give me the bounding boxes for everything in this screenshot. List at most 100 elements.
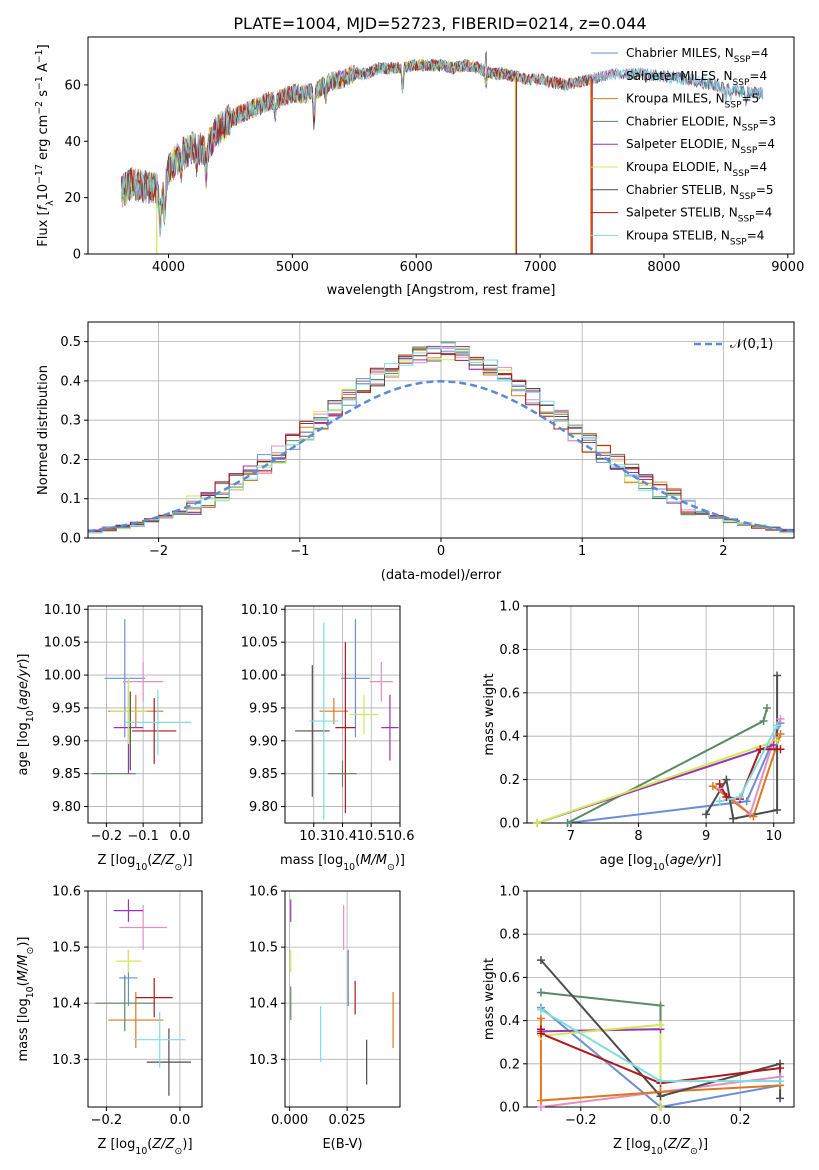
weight-marker bbox=[776, 714, 785, 723]
label-part: )] bbox=[16, 653, 31, 663]
label-part: )] bbox=[698, 1137, 708, 1152]
label-part: Z [log bbox=[613, 1137, 651, 1152]
label-part: ⊙ bbox=[175, 1146, 183, 1157]
label-part: )] bbox=[395, 853, 405, 868]
y-tick-label: 9.85 bbox=[52, 767, 81, 782]
y-tick-label: 0.2 bbox=[499, 773, 520, 788]
y-tick-label: 10.3 bbox=[249, 1053, 278, 1068]
weight-marker bbox=[773, 671, 782, 680]
label-part: ⊙ bbox=[690, 1146, 698, 1157]
x-tick-label: 7 bbox=[567, 829, 575, 844]
legend-eq: =5 bbox=[756, 183, 774, 197]
y-tick-label: 40 bbox=[64, 135, 81, 150]
weight-marker bbox=[776, 1064, 785, 1073]
legend-eq: =4 bbox=[757, 137, 775, 151]
legend-label: Salpeter MILES, NSSP=4 bbox=[626, 69, 767, 88]
y-tick-label: 10.10 bbox=[241, 603, 278, 618]
x-tick-label: 9 bbox=[702, 829, 710, 844]
x-axis-label: Z [log10(Z/Z⊙)] bbox=[97, 1137, 192, 1157]
y-tick-label: 10.05 bbox=[241, 636, 278, 651]
legend-label: Salpeter STELIB, NSSP=4 bbox=[626, 206, 772, 225]
y-axis-label: mass weight bbox=[482, 673, 497, 755]
y-tick-label: 9.90 bbox=[52, 734, 81, 749]
weight-marker bbox=[656, 1077, 665, 1086]
weight-marker bbox=[533, 819, 542, 827]
label-part: E(B-V) bbox=[322, 1137, 362, 1152]
legend-text: Salpeter ELODIE, N bbox=[626, 137, 740, 151]
spectrum-line bbox=[121, 57, 516, 223]
weight-marker bbox=[776, 745, 785, 754]
weight-marker bbox=[715, 779, 724, 788]
weight-marker bbox=[536, 1014, 545, 1023]
label-part: ( bbox=[16, 705, 31, 710]
label-part: M/M bbox=[16, 955, 31, 982]
label-part: 10 bbox=[651, 1146, 663, 1157]
label-part: −1 bbox=[34, 76, 45, 90]
weight-marker bbox=[656, 1092, 665, 1101]
weight-marker bbox=[656, 1001, 665, 1010]
x-tick-label: −1 bbox=[290, 544, 309, 559]
y-tick-label: 9.85 bbox=[249, 767, 278, 782]
weight-marker bbox=[722, 792, 731, 801]
label-part: 10 bbox=[135, 1146, 147, 1157]
panel-age_vs_Z: −0.2 −0.1 0.0 9.80 9.85 9.90 9.95 10.00 10.05 10.… bbox=[16, 603, 203, 873]
panels: 4000 5000 6000 7000 8000 90000204060Chabrier … bbox=[16, 36, 804, 1157]
x-tick-label: 0.025 bbox=[328, 1113, 365, 1128]
legend-text: Salpeter STELIB, N bbox=[626, 206, 738, 220]
label-part: age [log bbox=[16, 722, 31, 775]
y-tick-label: 10.6 bbox=[52, 885, 81, 900]
panel-age_vs_mass: 10.3 10.4 10.5 10.6 9.80 9.85 9.90 9.95 10.00 10.… bbox=[241, 603, 415, 873]
y-tick-label: 10.6 bbox=[249, 885, 278, 900]
x-axis-label: Z [log10(Z/Z⊙)] bbox=[97, 853, 192, 873]
label-part: ] bbox=[36, 44, 51, 49]
x-tick-label: −2 bbox=[149, 544, 168, 559]
y-tick-label: 0.0 bbox=[499, 1101, 520, 1116]
y-tick-label: 1.0 bbox=[499, 885, 520, 900]
y-tick-label: 0.6 bbox=[499, 686, 520, 701]
legend-sub: SSP bbox=[742, 123, 759, 133]
x-tick-label: 10.4 bbox=[328, 829, 357, 844]
panel-mass_vs_EBV: 0.000 0.025 10.3 10.4 10.5 10.6 E(B-V) bbox=[249, 885, 401, 1152]
legend-eq: =4 bbox=[755, 206, 773, 220]
label-part: age [log bbox=[599, 853, 652, 868]
legend-eq: =4 bbox=[749, 160, 767, 174]
weight-marker bbox=[769, 740, 778, 749]
label-part: erg cm bbox=[36, 115, 51, 164]
label-part: f bbox=[36, 203, 51, 210]
x-tick-label: 7000 bbox=[524, 260, 557, 275]
label-part: 10 bbox=[36, 184, 51, 201]
weight-marker bbox=[656, 1103, 665, 1111]
y-tick-label: 60 bbox=[64, 78, 81, 93]
y-tick-label: 0.2 bbox=[60, 453, 81, 468]
legend-label: Kroupa ELODIE, NSSP=4 bbox=[626, 160, 767, 179]
weight-marker bbox=[536, 988, 545, 997]
y-tick-label: 10.00 bbox=[241, 669, 278, 684]
plot-area bbox=[121, 50, 764, 254]
weight-marker bbox=[715, 797, 724, 806]
x-tick-label: 10.3 bbox=[299, 829, 328, 844]
legend-label: 𝒩(0,1) bbox=[730, 337, 773, 352]
x-tick-label: 8 bbox=[634, 829, 642, 844]
legend-sub: SSP bbox=[730, 237, 747, 247]
y-tick-label: 0.6 bbox=[499, 971, 520, 986]
weight-line bbox=[540, 1006, 781, 1107]
x-tick-label: 6000 bbox=[400, 260, 433, 275]
plot-area bbox=[95, 899, 191, 1096]
y-tick-label: 10.00 bbox=[44, 669, 81, 684]
label-part: 10 bbox=[25, 710, 36, 722]
weight-line bbox=[567, 707, 768, 823]
label-part: mass [log bbox=[16, 998, 31, 1061]
y-tick-label: 10.4 bbox=[52, 997, 81, 1012]
weight-marker bbox=[773, 721, 782, 730]
y-tick-label: 0.8 bbox=[499, 643, 520, 658]
legend-eq: =4 bbox=[747, 228, 765, 242]
label-part: ( bbox=[16, 981, 31, 986]
y-tick-label: 0.8 bbox=[499, 928, 520, 943]
label-part: )] bbox=[182, 853, 192, 868]
weight-marker bbox=[702, 810, 711, 819]
axes-frame bbox=[526, 605, 795, 824]
weight-line bbox=[567, 722, 782, 823]
label-part: 10 bbox=[25, 986, 36, 998]
